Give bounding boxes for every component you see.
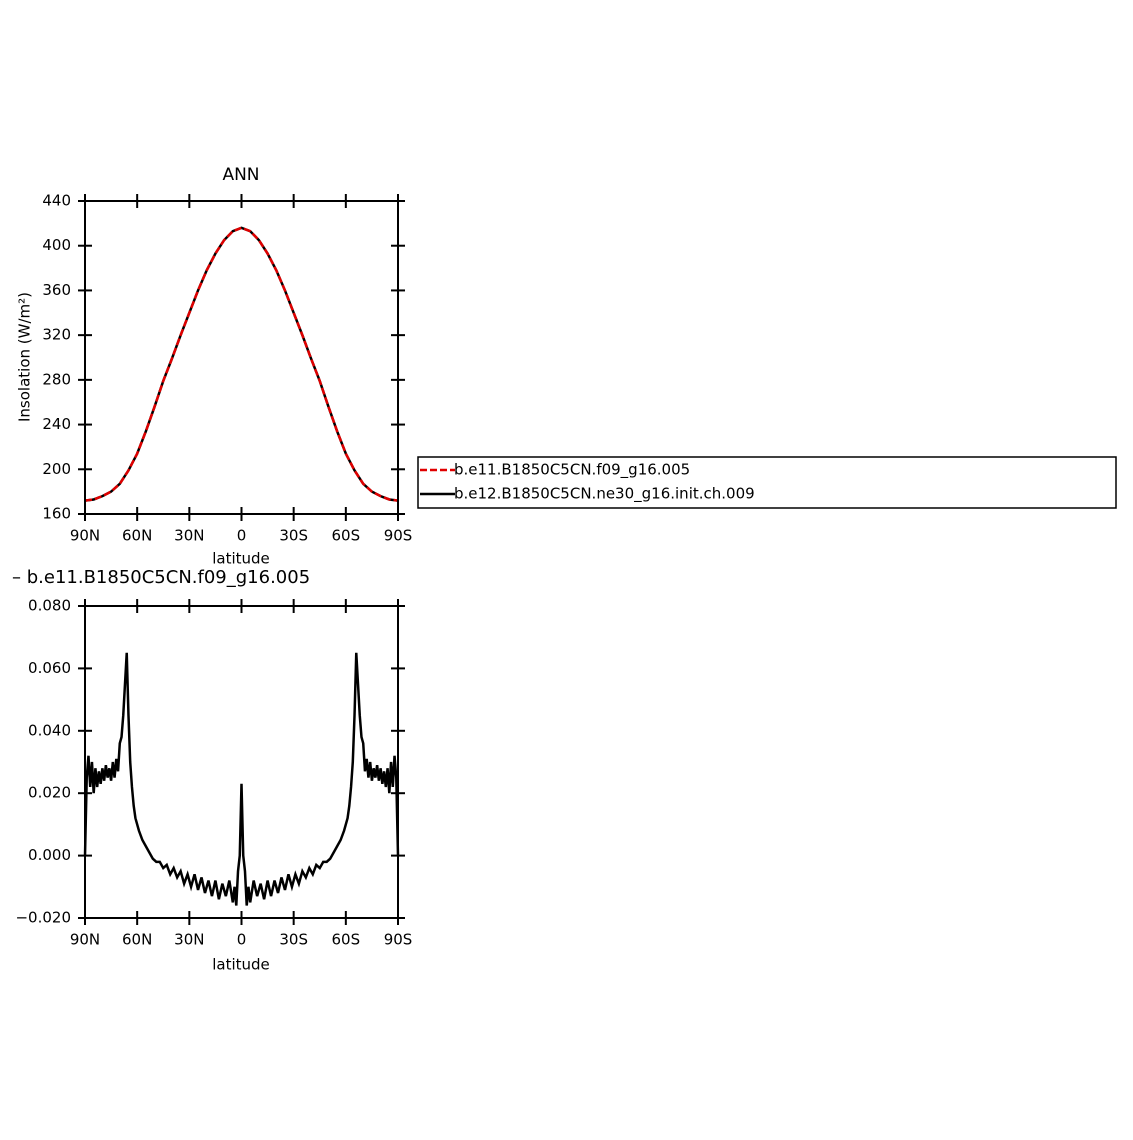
x-tick-label: 30S [279, 931, 308, 949]
chart-title: – b.e11.B1850C5CN.f09_g16.005 [12, 567, 310, 588]
y-tick-label: 0.080 [28, 597, 71, 615]
x-tick-label: 30N [174, 931, 204, 949]
x-tick-label: 30S [279, 527, 308, 545]
x-tick-label: 90N [70, 931, 100, 949]
x-tick-label: 0 [237, 931, 247, 949]
y-tick-label: 440 [42, 192, 71, 210]
x-tick-label: 60N [122, 931, 152, 949]
plot-frame [84, 605, 399, 919]
legend-box [417, 456, 1117, 509]
x-tick-label: 60S [332, 931, 361, 949]
y-tick-label: 240 [42, 415, 71, 433]
x-tick-label: 90S [384, 931, 413, 949]
x-tick-label: 0 [237, 527, 247, 545]
y-tick-label: 280 [42, 370, 71, 388]
plot-frame [84, 200, 399, 515]
y-tick-label: 320 [42, 326, 71, 344]
data-line [84, 226, 399, 502]
legend-label: b.e11.B1850C5CN.f09_g16.005 [454, 461, 690, 480]
legend-label: b.e12.B1850C5CN.ne30_g16.init.ch.009 [454, 485, 755, 504]
y-tick-label: 160 [42, 505, 71, 523]
x-tick-label: 90N [70, 527, 100, 545]
x-axis-label: latitude [212, 956, 270, 974]
x-axis-label: latitude [212, 550, 270, 568]
x-tick-label: 60N [122, 527, 152, 545]
x-tick-label: 30N [174, 527, 204, 545]
y-tick-label: 0.040 [28, 721, 71, 739]
y-tick-label: 0.060 [28, 659, 71, 677]
y-tick-label: 200 [42, 460, 71, 478]
x-tick-label: 90S [384, 527, 413, 545]
x-tick-label: 60S [332, 527, 361, 545]
y-axis-label: Insolation (W/m²) [16, 292, 34, 422]
data-line [83, 652, 400, 906]
y-tick-label: 360 [42, 281, 71, 299]
y-tick-label: 0.000 [28, 846, 71, 864]
chart-title: ANN [222, 165, 259, 185]
y-tick-label: 0.020 [28, 784, 71, 802]
y-tick-label: 400 [42, 236, 71, 254]
y-tick-label: −0.020 [15, 909, 71, 927]
